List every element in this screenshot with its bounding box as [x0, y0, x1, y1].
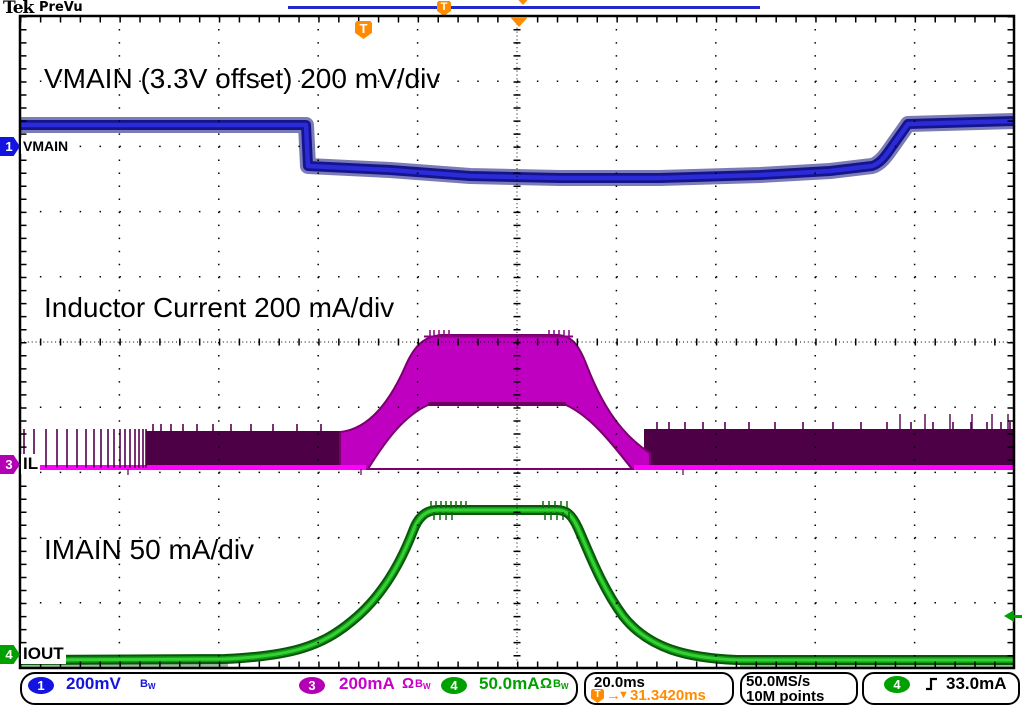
- il-top-ticks: [429, 330, 570, 336]
- imain-annotation: IMAIN 50 mA/div: [44, 534, 255, 565]
- il-spikes-right-tall: [899, 414, 1009, 429]
- graticule-border: [18, 14, 1016, 670]
- ch4-bandwidth-limit-icon: BW: [553, 678, 569, 691]
- rising-edge-icon: [926, 677, 937, 691]
- trigger-source-badge[interactable]: 4: [884, 676, 910, 693]
- channel-4-trace-label: IOUT: [21, 644, 66, 664]
- ch1-number-badge[interactable]: 1: [28, 677, 54, 694]
- channel-3-trace-label: IL: [21, 454, 41, 474]
- record-trigger-t-icon[interactable]: T: [437, 1, 451, 16]
- delay-time-readout: 31.3420ms: [630, 687, 706, 704]
- record-view-bar[interactable]: [288, 6, 760, 9]
- il-spikes-left: [23, 429, 147, 468]
- delay-marker-icon: ▼: [618, 689, 629, 701]
- imain-core: [19, 508, 1014, 662]
- il-below-ticks: [127, 469, 684, 475]
- trace-layers: [19, 113, 1015, 667]
- horizontal-readout-box[interactable]: [584, 672, 734, 705]
- channel-4-marker[interactable]: 4: [0, 645, 20, 664]
- ch3-ohm-coupling-icon: Ω: [402, 675, 415, 692]
- ch3-bandwidth-limit-icon: BW: [415, 678, 431, 691]
- delay-arrow-icon: →: [606, 687, 621, 704]
- imain-plateau-ticks-down: [433, 512, 570, 520]
- ch4-ohm-coupling-icon: Ω: [540, 675, 553, 692]
- inductor-current-annotation: Inductor Current 200 mA/div: [44, 292, 395, 323]
- trigger-level-readout: 33.0mA: [946, 674, 1007, 693]
- trigger-level-marker[interactable]: [1004, 610, 1022, 623]
- trigger-readout-box[interactable]: [862, 672, 1020, 705]
- tek-logo: Tek: [3, 0, 34, 18]
- il-spikes-right: [656, 422, 1011, 429]
- acquisition-mode-label: PreVu: [39, 0, 83, 15]
- graticule-grid: [20, 16, 1014, 668]
- channel-1-marker[interactable]: 1: [0, 137, 20, 156]
- ch4-number-badge[interactable]: 4: [441, 677, 467, 694]
- trigger-point-t-icon[interactable]: T: [355, 21, 372, 39]
- ch3-scale-readout: 200mA: [339, 674, 395, 693]
- vmain-core: [20, 118, 1015, 181]
- trigger-level-arrow-icon: [1004, 610, 1014, 622]
- channel-3-marker[interactable]: 3: [0, 455, 20, 474]
- il-band-right: [644, 429, 1014, 469]
- ch4-scale-readout: 50.0mA: [479, 674, 540, 693]
- timebase-readout: 20.0ms: [594, 674, 645, 691]
- acquisition-readout-box[interactable]: [740, 672, 858, 705]
- vmain-annotation: VMAIN (3.3V offset) 200 mV/div: [44, 63, 441, 94]
- delay-t-icon: T: [591, 689, 604, 703]
- imain-edge: [19, 505, 1014, 665]
- ch3-number-badge[interactable]: 3: [299, 677, 325, 694]
- channel-1-trace-label: VMAIN: [21, 138, 71, 154]
- imain-plateau-ticks-up: [430, 501, 568, 508]
- record-length-readout: 10M points: [746, 688, 825, 705]
- delay-marker-top-icon: [514, 0, 532, 5]
- expansion-point-marker-icon[interactable]: [510, 17, 528, 27]
- imain-mid: [19, 507, 1014, 663]
- ch1-bandwidth-limit-icon: BW: [140, 678, 156, 691]
- il-band-left: [146, 431, 346, 469]
- sample-rate-readout: 50.0MS/s: [746, 673, 811, 690]
- il-ragged-top: [152, 424, 322, 431]
- ch1-scale-readout: 200mV: [66, 674, 121, 693]
